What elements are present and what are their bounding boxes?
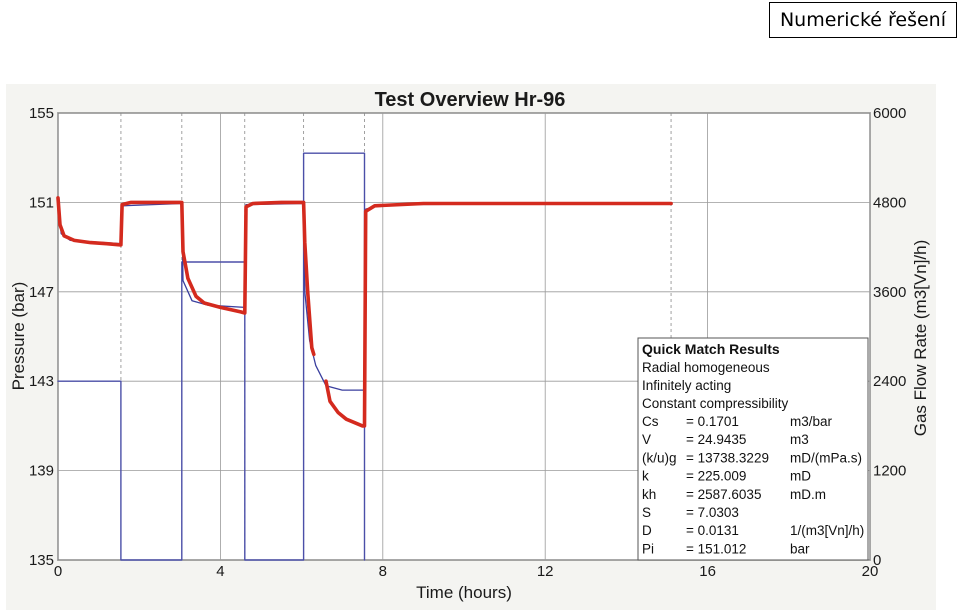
- quick-match-param: (k/u)g: [642, 450, 677, 465]
- y2-tick-label: 1200: [873, 463, 906, 480]
- x-tick-label: 20: [862, 563, 879, 580]
- y-tick-label: 139: [29, 463, 54, 480]
- quick-match-param: kh: [642, 487, 656, 502]
- quick-match-line: Constant compressibility: [642, 396, 789, 411]
- y2-tick-label: 3600: [873, 284, 906, 301]
- y2-tick-label: 0: [873, 552, 881, 569]
- quick-match-param: = 24.9435: [686, 432, 746, 447]
- y2-axis-label: Gas Flow Rate (m3[Vn]/h): [911, 240, 930, 437]
- quick-match-header: Quick Match Results: [642, 341, 780, 357]
- quick-match-param: = 225.009: [686, 469, 746, 484]
- x-tick-label: 12: [537, 563, 554, 580]
- y-tick-label: 151: [29, 194, 54, 211]
- corner-label: Numerické řešení: [769, 2, 957, 38]
- x-tick-label: 4: [216, 563, 224, 580]
- quick-match-param: mD: [790, 469, 811, 484]
- quick-match-param: = 151.012: [686, 541, 746, 556]
- y2-tick-label: 2400: [873, 373, 906, 390]
- quick-match-line: Radial homogeneous: [642, 360, 770, 375]
- y-tick-label: 147: [29, 284, 54, 301]
- quick-match-param: S: [642, 505, 651, 520]
- quick-match-param: = 0.1701: [686, 414, 739, 429]
- chart-title: Test Overview Hr-96: [375, 89, 566, 111]
- y-tick-label: 135: [29, 552, 54, 569]
- measured-pressure-line: [56, 196, 316, 357]
- quick-match-param: = 13738.3229: [686, 450, 769, 465]
- y-axis-label: Pressure (bar): [9, 282, 28, 391]
- quick-match-param: = 2587.6035: [686, 487, 761, 502]
- y2-tick-label: 4800: [873, 194, 906, 211]
- quick-match-param: 1/(m3[Vn]/h): [790, 523, 864, 538]
- quick-match-param: bar: [790, 541, 810, 556]
- x-tick-label: 8: [379, 563, 387, 580]
- quick-match-param: k: [642, 469, 649, 484]
- ticks: 0 4 8 12 16 20 135 139 143 147 151 155 0 1200 2400 3600…: [29, 105, 906, 580]
- quick-match-param: = 7.0303: [686, 505, 739, 520]
- x-tick-label: 16: [699, 563, 716, 580]
- y-tick-label: 143: [29, 373, 54, 390]
- quick-match-param: Pi: [642, 541, 654, 556]
- x-tick-label: 0: [54, 563, 62, 580]
- quick-match-param: m3: [790, 432, 809, 447]
- y2-tick-label: 6000: [873, 105, 906, 122]
- quick-match-param: Cs: [642, 414, 659, 429]
- quick-match-param: D: [642, 523, 652, 538]
- quick-match-line: Infinitely acting: [642, 378, 731, 393]
- quick-match-param: V: [642, 432, 651, 447]
- quick-match-param: mD.m: [790, 487, 826, 502]
- quick-match-box: Quick Match Results Radial homogeneous I…: [637, 337, 869, 561]
- series-layer: [56, 152, 673, 561]
- y-tick-label: 155: [29, 105, 54, 122]
- x-axis-label: Time (hours): [416, 583, 512, 602]
- quick-match-param: m3/bar: [790, 414, 833, 429]
- quick-match-param: = 0.0131: [686, 523, 739, 538]
- quick-match-param: mD/(mPa.s): [790, 450, 862, 465]
- measured-pressure-line: [324, 201, 673, 428]
